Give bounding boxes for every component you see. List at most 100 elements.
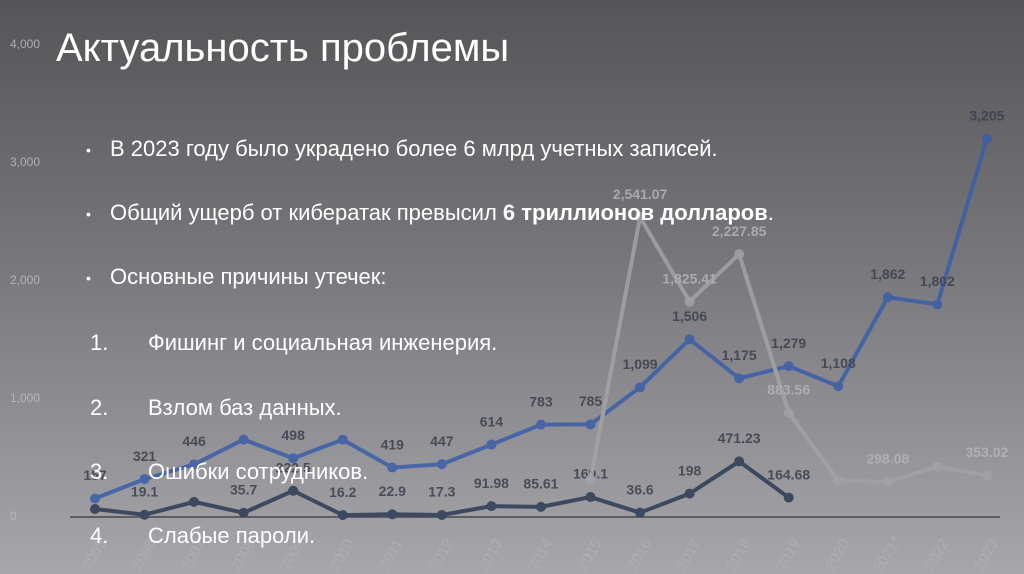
y-tick-label: 0 <box>10 509 17 523</box>
cause-text: Фишинг и социальная инженерия. <box>148 330 498 355</box>
data-point <box>436 509 447 520</box>
value-label: 164.68 <box>767 466 810 482</box>
data-point <box>535 501 546 512</box>
bullet-text: Общий ущерб от кибератак превысил <box>110 200 497 225</box>
slide-title: Актуальность проблемы <box>56 26 510 70</box>
data-point <box>684 334 695 345</box>
value-label: 614 <box>480 413 504 429</box>
cause-text: Ошибки сотрудников. <box>148 459 369 484</box>
value-label: 783 <box>529 393 553 409</box>
value-label: 1,802 <box>920 273 955 289</box>
value-label: 498 <box>282 427 306 443</box>
data-point <box>734 249 745 260</box>
bullet: Общий ущерб от кибератак превысил 6 трил… <box>86 200 774 226</box>
cause-number: 3. <box>90 459 109 484</box>
value-label: 157 <box>83 467 107 483</box>
value-label: 447 <box>430 433 454 449</box>
data-point <box>337 510 348 521</box>
value-label: 321 <box>133 448 157 464</box>
value-label: 1,175 <box>722 347 757 363</box>
data-point <box>783 407 794 418</box>
value-label: 35.7 <box>230 481 257 497</box>
value-label: 16.2 <box>329 484 356 500</box>
value-label: 19.1 <box>131 483 158 499</box>
data-point <box>932 461 943 472</box>
value-label: 353.02 <box>965 444 1008 460</box>
data-point <box>288 485 299 496</box>
data-point <box>90 493 100 504</box>
data-point <box>436 459 447 470</box>
data-point <box>585 492 596 503</box>
data-point <box>238 507 249 518</box>
data-point <box>981 470 992 481</box>
data-point <box>882 476 893 487</box>
value-label: 419 <box>381 436 405 452</box>
data-point <box>783 361 794 372</box>
data-point <box>238 434 249 445</box>
data-point <box>882 292 893 303</box>
data-point <box>734 373 745 384</box>
bullet: Основные причины утечек: <box>86 264 387 290</box>
y-tick-label: 1,000 <box>10 391 40 405</box>
cause-number: 4. <box>90 523 109 548</box>
value-label: 1,825.41 <box>662 270 717 286</box>
value-label: 222.5 <box>276 459 311 475</box>
data-point <box>486 501 497 512</box>
cause: 2. Взлом баз данных. <box>90 395 342 421</box>
value-label: 22.9 <box>379 483 406 499</box>
value-label: 1,099 <box>623 356 658 372</box>
data-point <box>189 496 200 507</box>
value-label: 198 <box>678 462 702 478</box>
value-label: 1,279 <box>771 335 806 351</box>
value-label: 2,541.07 <box>613 186 668 202</box>
bullet: В 2023 году было украдено более 6 млрд у… <box>86 136 718 162</box>
data-point <box>932 299 943 310</box>
bullet-emphasis: 6 триллионов долларов <box>502 200 768 225</box>
value-label: 17.3 <box>428 484 455 500</box>
value-label: 471.23 <box>718 430 761 446</box>
cause: 1. Фишинг и социальная инженерия. <box>90 330 497 356</box>
value-label: 883.56 <box>767 381 810 397</box>
cause-text: Взлом баз данных. <box>148 395 342 420</box>
value-label: 298.08 <box>866 451 909 467</box>
data-point <box>635 382 646 393</box>
value-label: 446 <box>182 433 206 449</box>
data-point <box>139 509 150 520</box>
y-tick-label: 4,000 <box>10 37 40 51</box>
data-point <box>981 133 992 144</box>
value-label: 1,108 <box>821 355 856 371</box>
data-point <box>833 381 844 392</box>
data-point <box>734 456 745 467</box>
data-point <box>337 434 348 445</box>
value-label: 1,506 <box>672 308 707 324</box>
value-label: 1,862 <box>870 266 905 282</box>
y-tick-label: 2,000 <box>10 273 40 287</box>
data-point <box>585 474 596 485</box>
data-point <box>387 509 398 520</box>
data-point <box>635 507 646 518</box>
bullet-text: Основные причины утечек: <box>110 264 387 289</box>
cause-number: 2. <box>90 395 109 420</box>
value-label: 36.6 <box>626 481 653 497</box>
data-point <box>90 503 100 514</box>
value-label: 785 <box>579 393 603 409</box>
value-label: 2,227.85 <box>712 223 767 239</box>
data-point <box>387 462 398 473</box>
cause-text: Слабые пароли. <box>148 523 316 548</box>
y-tick-label: 3,000 <box>10 155 40 169</box>
data-point <box>585 419 596 430</box>
data-point <box>189 459 200 470</box>
data-point <box>833 475 844 486</box>
value-label: 85.61 <box>523 476 558 492</box>
data-point <box>684 296 695 307</box>
cause: 4. Слабые пароли. <box>90 523 315 549</box>
cause-number: 1. <box>90 330 109 355</box>
value-label: 3,205 <box>969 108 1004 124</box>
data-point <box>783 492 794 503</box>
data-point <box>486 439 497 450</box>
data-point <box>684 488 695 499</box>
value-label: 91.98 <box>474 475 509 491</box>
bullet-end: . <box>767 200 774 225</box>
